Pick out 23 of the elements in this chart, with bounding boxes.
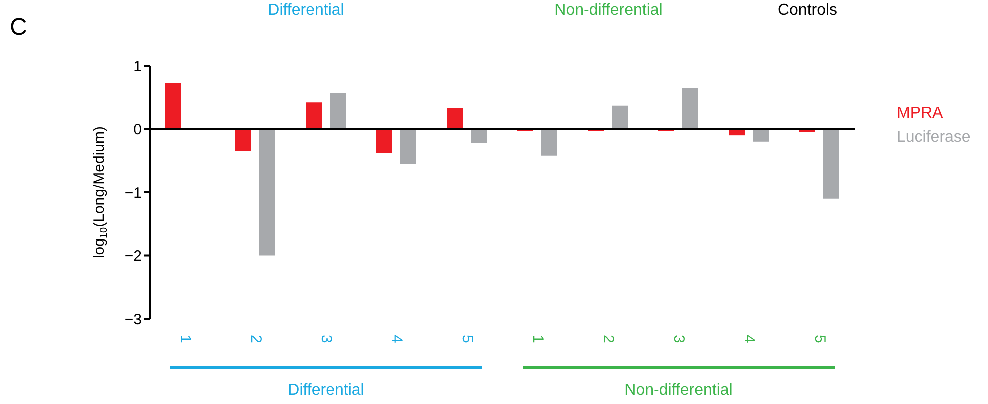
x-tick-label: 1 xyxy=(529,335,546,344)
x-tick-label: 4 xyxy=(740,335,758,344)
text: Non-differential xyxy=(554,2,663,20)
y-tick-label: −3 xyxy=(124,311,142,328)
text: Controls xyxy=(778,2,838,20)
x-tick-label: 3 xyxy=(318,335,335,344)
text: Luciferase xyxy=(897,128,971,148)
x-tick-label: 2 xyxy=(600,335,617,344)
text: C xyxy=(10,14,28,42)
text: MPRA xyxy=(897,104,944,124)
x-tick-label: 1 xyxy=(176,335,194,344)
text: Differential xyxy=(268,2,344,20)
x-tick-label: 3 xyxy=(670,335,688,344)
y-tick-label: 1 xyxy=(134,58,142,76)
text: Non-differential xyxy=(624,382,733,400)
y-tick-label: −1 xyxy=(124,184,142,202)
text: Differential xyxy=(288,382,364,400)
y-tick-label: −2 xyxy=(124,248,142,266)
x-tick-label: 5 xyxy=(458,335,476,344)
y-tick-label: 0 xyxy=(134,122,142,139)
x-tick-label: 2 xyxy=(247,335,264,344)
x-tick-label: 4 xyxy=(388,335,406,344)
x-tick-label: 5 xyxy=(811,335,828,344)
